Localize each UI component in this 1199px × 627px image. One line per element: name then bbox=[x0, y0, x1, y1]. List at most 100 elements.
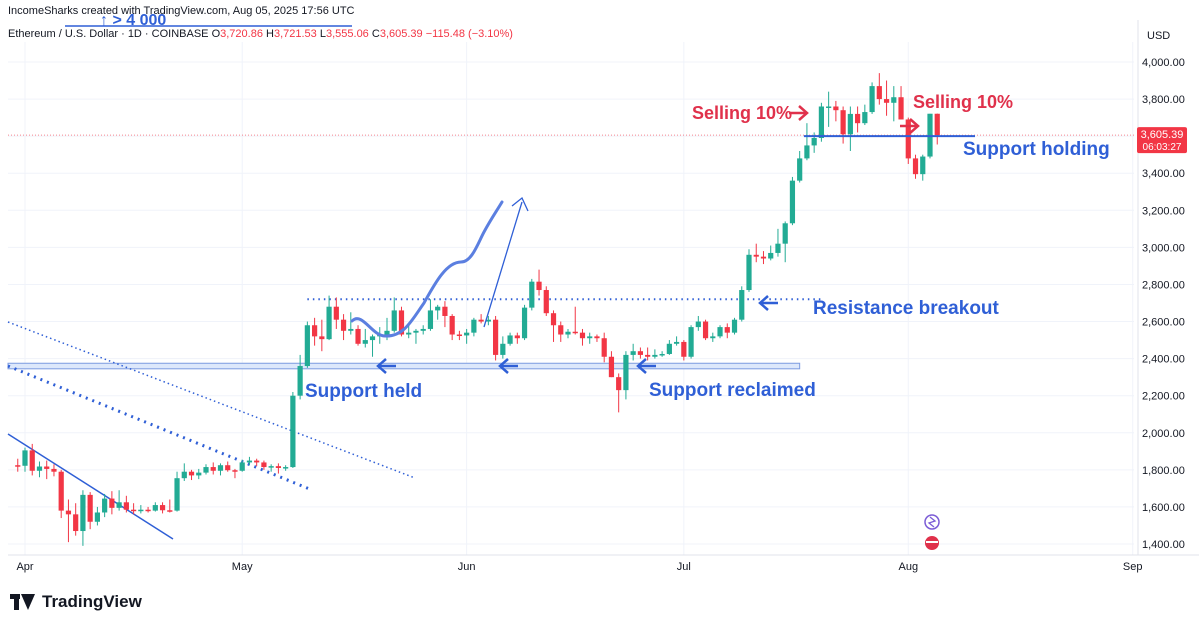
candle-body bbox=[601, 338, 607, 357]
resistance-breakout-arrow bbox=[758, 295, 778, 311]
candle bbox=[355, 325, 361, 346]
candle bbox=[543, 286, 549, 316]
candle bbox=[15, 458, 21, 472]
projection-path bbox=[350, 200, 504, 338]
candle bbox=[44, 460, 50, 480]
candle-body bbox=[44, 466, 50, 469]
candle-body bbox=[340, 319, 347, 331]
candle bbox=[340, 314, 347, 341]
y-tick-label: 3,000.00 bbox=[1142, 242, 1185, 254]
support-held-arrow-head bbox=[376, 358, 387, 374]
candle-body bbox=[22, 450, 28, 466]
candle bbox=[290, 391, 296, 468]
tradingview-logo: TradingView bbox=[10, 592, 142, 612]
candle-body bbox=[898, 97, 904, 120]
candle-body bbox=[934, 113, 940, 136]
candle-body bbox=[362, 340, 368, 344]
open-value: 3,720.86 bbox=[220, 28, 263, 40]
candle-body bbox=[775, 243, 781, 253]
support-holding-label: Support holding bbox=[963, 139, 1110, 160]
support-reclaimed-arrow bbox=[636, 358, 656, 374]
candle bbox=[681, 340, 687, 361]
candle-body bbox=[579, 332, 586, 339]
candle-body bbox=[688, 327, 694, 357]
candle-body bbox=[254, 460, 260, 463]
y-tick-label: 2,600.00 bbox=[1142, 317, 1185, 329]
candle-body bbox=[87, 494, 93, 522]
candle bbox=[109, 491, 115, 515]
support-held-label: Support held bbox=[305, 381, 422, 402]
y-tick-label: 3,200.00 bbox=[1142, 205, 1185, 217]
candle bbox=[623, 351, 629, 400]
candle bbox=[912, 154, 919, 179]
candle bbox=[731, 317, 738, 335]
candle-body bbox=[464, 332, 470, 336]
resistance-breakout-label: Resistance breakout bbox=[813, 298, 1000, 319]
candle bbox=[456, 330, 462, 341]
candle-body bbox=[702, 321, 709, 339]
candle bbox=[442, 301, 448, 328]
candle-body bbox=[695, 321, 701, 328]
y-tick-label: 3,400.00 bbox=[1142, 168, 1185, 180]
candle bbox=[210, 462, 216, 475]
candle bbox=[710, 332, 716, 342]
candle bbox=[254, 458, 260, 467]
symbol-name: Ethereum / U.S. Dollar · 1D · COINBASE bbox=[8, 28, 209, 40]
candle bbox=[630, 343, 636, 361]
candle-body bbox=[167, 510, 173, 512]
brand-name: TradingView bbox=[42, 592, 142, 611]
candle-body bbox=[883, 99, 890, 103]
candle bbox=[362, 328, 368, 348]
candle-body bbox=[862, 112, 868, 124]
candle-body bbox=[217, 465, 224, 471]
candle-body bbox=[391, 310, 397, 331]
candle bbox=[898, 86, 904, 120]
support-arrow-mid bbox=[498, 358, 518, 374]
candle-body bbox=[623, 354, 629, 391]
candle bbox=[51, 464, 57, 477]
candle-body bbox=[826, 106, 832, 108]
candle bbox=[688, 325, 694, 359]
candle bbox=[167, 499, 173, 513]
y-tick-label: 2,400.00 bbox=[1142, 354, 1185, 366]
tradingview-mark-icon bbox=[10, 594, 36, 610]
candles bbox=[15, 73, 940, 546]
candle bbox=[102, 493, 108, 518]
candle bbox=[587, 332, 593, 344]
top-cut-label: ↑ > 4 000 bbox=[100, 12, 166, 29]
candle-body bbox=[348, 328, 354, 331]
candle-body bbox=[326, 306, 332, 340]
selling-arrow-2 bbox=[900, 118, 920, 134]
candle-body bbox=[94, 512, 100, 522]
candle bbox=[159, 502, 166, 514]
candle-body bbox=[471, 319, 477, 333]
candle-body bbox=[123, 502, 129, 510]
candle bbox=[22, 447, 28, 472]
candle bbox=[789, 176, 796, 226]
candle bbox=[905, 117, 911, 164]
candle bbox=[739, 286, 745, 322]
candle-body bbox=[811, 138, 817, 146]
candle-body bbox=[312, 325, 318, 337]
support-reclaimed-label: Support reclaimed bbox=[649, 380, 816, 401]
lightning-icon bbox=[927, 516, 937, 528]
candle bbox=[521, 304, 528, 341]
candle bbox=[145, 506, 151, 513]
candle bbox=[869, 82, 875, 114]
candle bbox=[920, 154, 926, 181]
resistance-breakout-arrow-head bbox=[758, 295, 769, 311]
candle bbox=[674, 336, 680, 346]
candle bbox=[883, 80, 890, 116]
candle-body bbox=[196, 472, 202, 476]
currency-label: USD bbox=[1147, 30, 1171, 42]
x-tick-label: May bbox=[232, 561, 253, 573]
candle-body bbox=[674, 341, 680, 344]
candle-body bbox=[818, 106, 824, 139]
candle-body bbox=[369, 336, 376, 341]
candle-body bbox=[73, 514, 79, 532]
candle bbox=[572, 306, 578, 335]
candle bbox=[246, 456, 253, 466]
candle-body bbox=[529, 281, 535, 308]
candle-body bbox=[739, 290, 745, 320]
